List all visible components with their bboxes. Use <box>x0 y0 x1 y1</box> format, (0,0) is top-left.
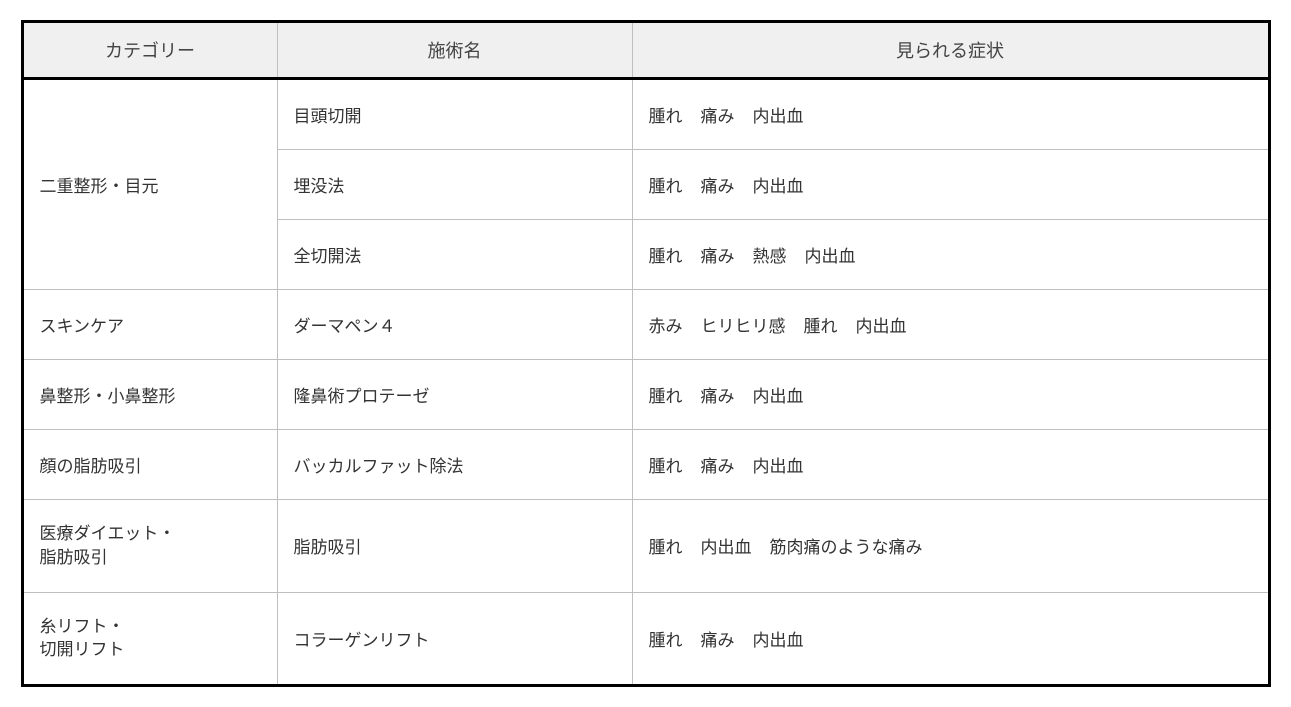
symptom-item: ヒリヒリ感 <box>701 312 786 337</box>
cell-symptoms: 腫れ痛み内出血 <box>632 79 1269 150</box>
table-row: 二重整形・目元目頭切開腫れ痛み内出血 <box>22 79 1269 150</box>
table-row: 顔の脂肪吸引バッカルファット除法腫れ痛み内出血 <box>22 430 1269 500</box>
table-row: 医療ダイエット・脂肪吸引脂肪吸引腫れ内出血筋肉痛のような痛み <box>22 500 1269 593</box>
cell-category: 顔の脂肪吸引 <box>22 430 277 500</box>
symptom-item: 内出血 <box>753 102 804 127</box>
symptom-item: 内出血 <box>805 242 856 267</box>
cell-category: 糸リフト・切開リフト <box>22 592 277 686</box>
symptom-item: 腫れ <box>649 382 683 407</box>
symptom-item: 内出血 <box>856 312 907 337</box>
symptom-item: 痛み <box>701 382 735 407</box>
symptom-item: 腫れ <box>649 102 683 127</box>
cell-procedure: 全切開法 <box>277 220 632 290</box>
table-row: スキンケアダーマペン４赤みヒリヒリ感腫れ内出血 <box>22 290 1269 360</box>
symptom-item: 腫れ <box>649 626 683 651</box>
cell-procedure: 埋没法 <box>277 150 632 220</box>
cell-symptoms: 赤みヒリヒリ感腫れ内出血 <box>632 290 1269 360</box>
cell-procedure: ダーマペン４ <box>277 290 632 360</box>
cell-procedure: 目頭切開 <box>277 79 632 150</box>
cell-symptoms: 腫れ痛み熱感内出血 <box>632 220 1269 290</box>
header-symptoms: 見られる症状 <box>632 22 1269 79</box>
symptom-item: 痛み <box>701 452 735 477</box>
symptom-item: 痛み <box>701 626 735 651</box>
symptom-item: 赤み <box>649 312 683 337</box>
symptom-item: 痛み <box>701 242 735 267</box>
cell-category: 鼻整形・小鼻整形 <box>22 360 277 430</box>
symptom-item: 痛み <box>701 102 735 127</box>
table-body: 二重整形・目元目頭切開腫れ痛み内出血埋没法腫れ痛み内出血全切開法腫れ痛み熱感内出… <box>22 79 1269 686</box>
cell-category: 二重整形・目元 <box>22 79 277 290</box>
cell-symptoms: 腫れ痛み内出血 <box>632 430 1269 500</box>
table-row: 糸リフト・切開リフトコラーゲンリフト腫れ痛み内出血 <box>22 592 1269 686</box>
cell-symptoms: 腫れ痛み内出血 <box>632 360 1269 430</box>
cell-symptoms: 腫れ内出血筋肉痛のような痛み <box>632 500 1269 593</box>
cell-procedure: コラーゲンリフト <box>277 592 632 686</box>
cell-procedure: 隆鼻術プロテーゼ <box>277 360 632 430</box>
symptom-item: 筋肉痛のような痛み <box>770 533 923 558</box>
symptom-item: 腫れ <box>649 452 683 477</box>
symptom-item: 腫れ <box>804 312 838 337</box>
symptom-item: 内出血 <box>753 452 804 477</box>
header-procedure: 施術名 <box>277 22 632 79</box>
symptom-item: 腫れ <box>649 172 683 197</box>
symptom-item: 内出血 <box>753 172 804 197</box>
symptom-item: 内出血 <box>753 382 804 407</box>
symptom-item: 腫れ <box>649 242 683 267</box>
symptom-item: 熱感 <box>753 242 787 267</box>
symptom-item: 腫れ <box>649 533 683 558</box>
table-header-row: カテゴリー 施術名 見られる症状 <box>22 22 1269 79</box>
header-category: カテゴリー <box>22 22 277 79</box>
cell-procedure: バッカルファット除法 <box>277 430 632 500</box>
symptom-item: 痛み <box>701 172 735 197</box>
symptom-item: 内出血 <box>753 626 804 651</box>
cell-symptoms: 腫れ痛み内出血 <box>632 150 1269 220</box>
table-row: 鼻整形・小鼻整形隆鼻術プロテーゼ腫れ痛み内出血 <box>22 360 1269 430</box>
procedure-symptoms-table: カテゴリー 施術名 見られる症状 二重整形・目元目頭切開腫れ痛み内出血埋没法腫れ… <box>21 20 1271 687</box>
cell-category: スキンケア <box>22 290 277 360</box>
cell-symptoms: 腫れ痛み内出血 <box>632 592 1269 686</box>
cell-category: 医療ダイエット・脂肪吸引 <box>22 500 277 593</box>
cell-procedure: 脂肪吸引 <box>277 500 632 593</box>
symptom-item: 内出血 <box>701 533 752 558</box>
procedure-symptoms-table-wrapper: カテゴリー 施術名 見られる症状 二重整形・目元目頭切開腫れ痛み内出血埋没法腫れ… <box>21 20 1271 687</box>
